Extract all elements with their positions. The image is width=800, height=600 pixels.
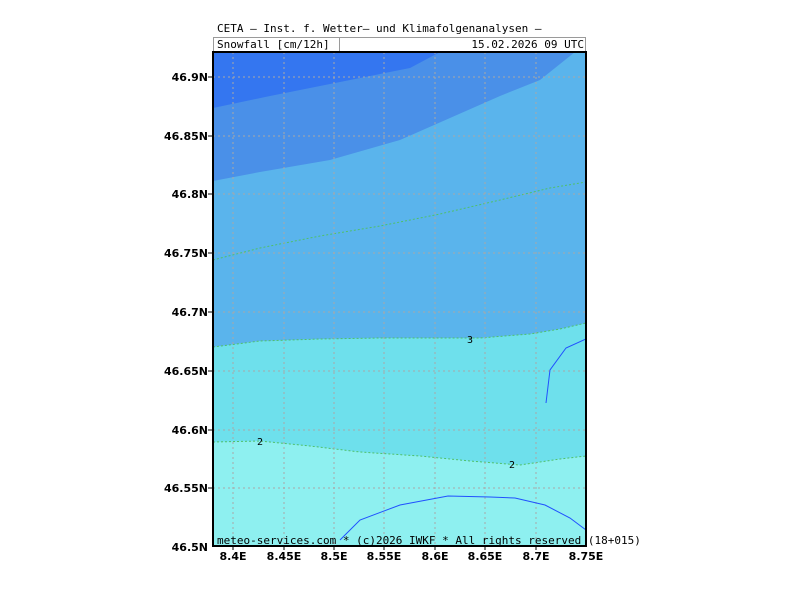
lat-tick: 46.6N xyxy=(172,424,208,437)
band-pale xyxy=(213,441,586,546)
lake-outline xyxy=(339,495,586,541)
valid-time: 15.02.2026 09 UTC xyxy=(471,38,584,51)
river-line xyxy=(545,338,586,404)
contour-label-3: 3 xyxy=(467,335,473,346)
lon-tick-marks xyxy=(232,546,537,550)
contour-label-2-right: 2 xyxy=(509,460,515,471)
lon-tick: 8.55E xyxy=(367,550,402,563)
lon-tick: 8.7E xyxy=(522,550,549,563)
map-title: CETA — Inst. f. Wetter— und Klimafolgena… xyxy=(217,22,542,35)
lat-tick: 46.7N xyxy=(172,306,208,319)
lon-axis: 8.4E 8.45E 8.5E 8.55E 8.6E 8.65E 8.7E 8.… xyxy=(219,550,603,563)
lon-tick: 8.45E xyxy=(267,550,302,563)
copyright-footer: meteo-services.com * (c)2026 IWKF * All … xyxy=(217,534,641,547)
lon-tick: 8.6E xyxy=(421,550,448,563)
lat-tick: 46.75N xyxy=(164,247,208,260)
subtitle-divider xyxy=(339,37,340,52)
contour-line-3 xyxy=(213,322,586,348)
lat-tick-marks xyxy=(208,76,213,489)
lat-tick: 46.8N xyxy=(172,188,208,201)
lat-axis: 46.9N 46.85N 46.8N 46.75N 46.7N 46.65N 4… xyxy=(164,71,208,554)
lat-tick: 46.5N xyxy=(172,541,208,554)
lon-tick: 8.5E xyxy=(320,550,347,563)
lon-tick: 8.4E xyxy=(219,550,246,563)
lon-tick: 8.75E xyxy=(569,550,604,563)
grid-lines xyxy=(213,52,586,546)
lon-tick: 8.65E xyxy=(468,550,503,563)
contour-line-upper xyxy=(213,181,586,261)
contour-label-2-left: 2 xyxy=(257,437,263,448)
lat-tick: 46.55N xyxy=(164,482,208,495)
lat-tick: 46.85N xyxy=(164,130,208,143)
lat-tick: 46.65N xyxy=(164,365,208,378)
lat-tick: 46.9N xyxy=(172,71,208,84)
variable-label: Snowfall [cm/12h] xyxy=(217,38,330,51)
map-frame xyxy=(212,51,587,547)
